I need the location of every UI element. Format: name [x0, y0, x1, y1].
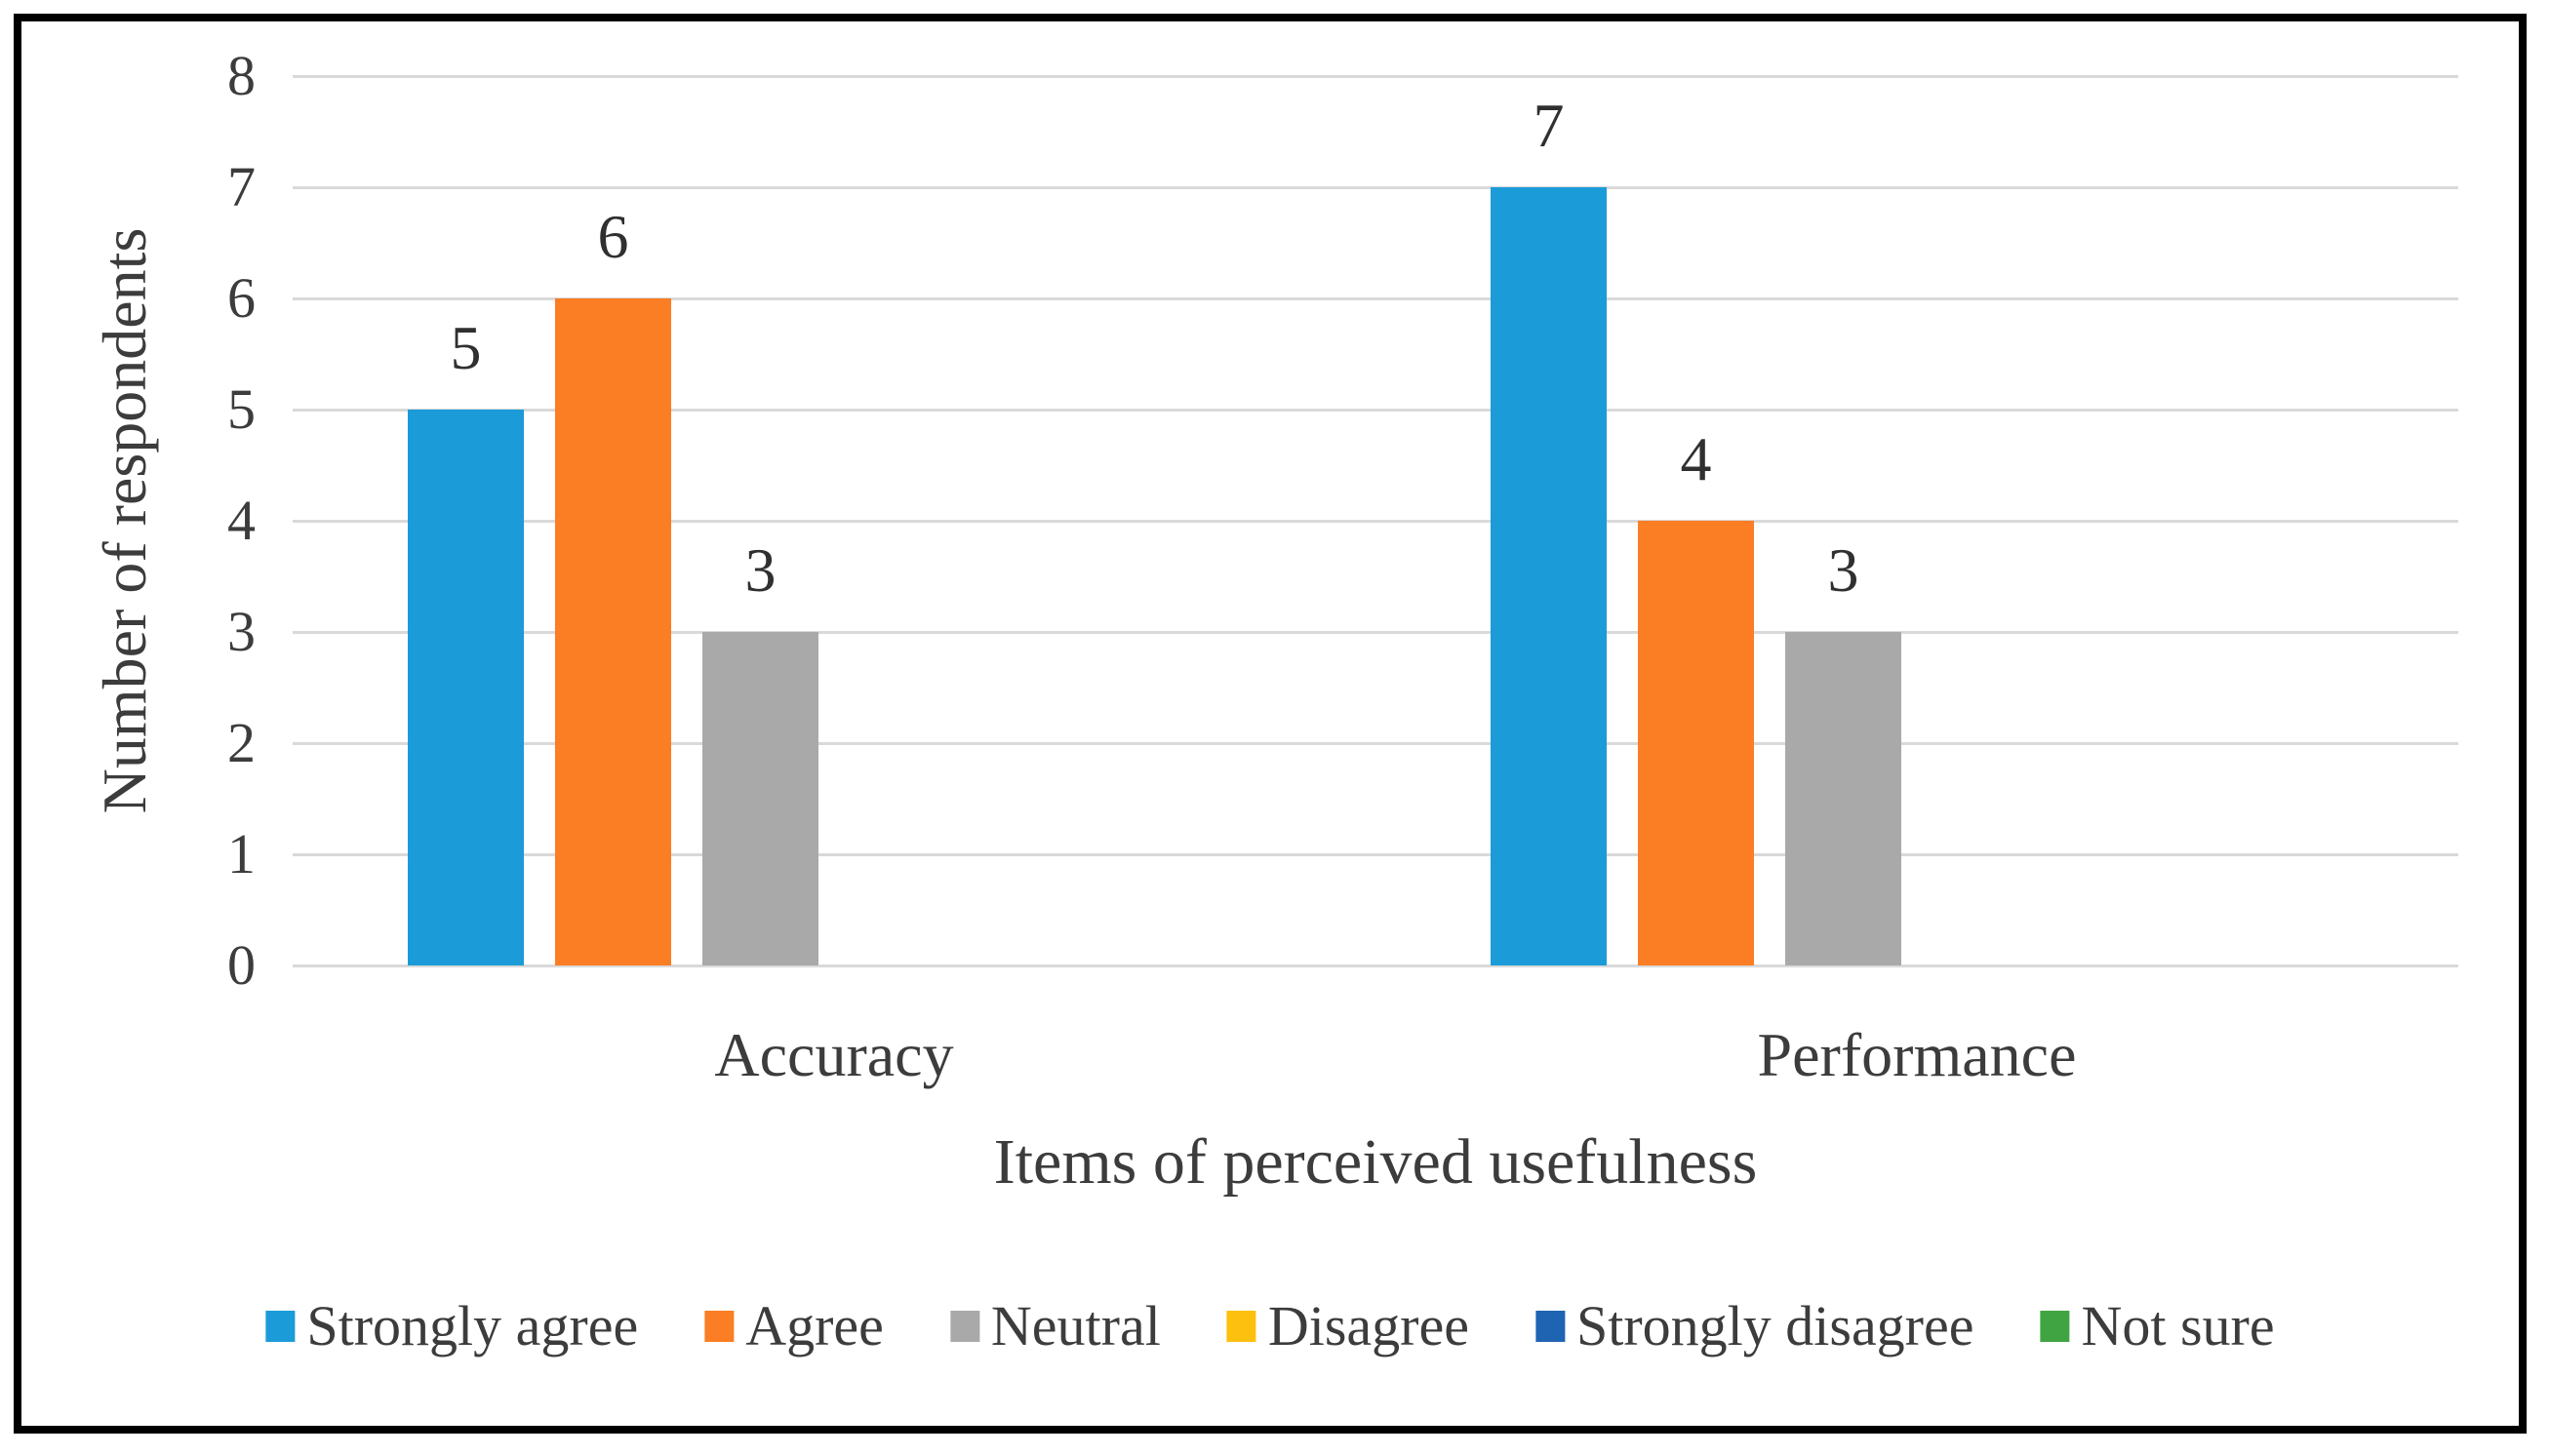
gridline — [293, 631, 2458, 634]
bar-strongly-agree — [408, 410, 524, 965]
legend-item-disagree: Disagree — [1226, 1294, 1469, 1358]
y-tick-label: 8 — [227, 44, 256, 107]
legend-label: Disagree — [1267, 1294, 1469, 1358]
y-tick-label: 5 — [227, 377, 256, 441]
figure-border — [14, 14, 2527, 1434]
gridline — [293, 964, 2458, 967]
legend-swatch-icon — [1226, 1311, 1256, 1342]
legend-swatch-icon — [2040, 1311, 2070, 1342]
bar-value-label: 6 — [597, 202, 629, 271]
legend-label: Neutral — [990, 1294, 1161, 1358]
bar-value-label: 7 — [1533, 91, 1565, 160]
bar-value-label: 4 — [1680, 424, 1712, 493]
bar-neutral — [702, 632, 818, 965]
y-tick-label: 1 — [227, 822, 256, 885]
legend-label: Strongly disagree — [1575, 1294, 1974, 1358]
y-tick-label: 2 — [227, 711, 256, 774]
bar-strongly-agree — [1491, 187, 1607, 965]
legend-item-neutral: Neutral — [949, 1294, 1161, 1358]
bar-value-label: 3 — [744, 535, 777, 605]
y-tick-label: 0 — [227, 933, 256, 997]
y-tick-label: 3 — [227, 600, 256, 663]
legend-item-strongly-agree: Strongly agree — [265, 1297, 638, 1356]
gridline — [293, 297, 2458, 300]
legend-swatch-icon — [704, 1311, 735, 1342]
legend-swatch-icon — [949, 1311, 979, 1342]
legend-item-not-sure: Not sure — [2040, 1294, 2275, 1358]
legend-item-agree: Agree — [704, 1297, 884, 1356]
legend-swatch-icon — [1534, 1311, 1565, 1342]
legend-label: Agree — [745, 1294, 884, 1358]
category-label-accuracy: Accuracy — [714, 1020, 954, 1089]
legend-label: Strongly agree — [306, 1294, 639, 1358]
bar-value-label: 3 — [1827, 535, 1859, 605]
x-axis-title: Items of perceived usefulness — [993, 1126, 1758, 1198]
bar-agree — [555, 298, 671, 965]
gridline — [293, 75, 2458, 78]
legend-item-strongly-disagree: Strongly disagree — [1534, 1294, 1974, 1358]
bar-neutral — [1785, 632, 1901, 965]
gridline — [293, 853, 2458, 856]
gridline — [293, 186, 2458, 189]
legend-label: Not sure — [2081, 1294, 2275, 1358]
gridline — [293, 520, 2458, 523]
legend-swatch-icon — [265, 1311, 296, 1342]
bar-value-label: 5 — [450, 313, 482, 382]
category-label-performance: Performance — [1757, 1020, 2077, 1089]
y-tick-label: 7 — [227, 155, 256, 218]
y-tick-label: 4 — [227, 489, 256, 552]
y-tick-label: 6 — [227, 266, 256, 330]
gridline — [293, 409, 2458, 412]
legend: Strongly agree Agree Neutral Disagree Strong… — [265, 1294, 2275, 1358]
gridline — [293, 742, 2458, 745]
bar-agree — [1638, 521, 1754, 965]
